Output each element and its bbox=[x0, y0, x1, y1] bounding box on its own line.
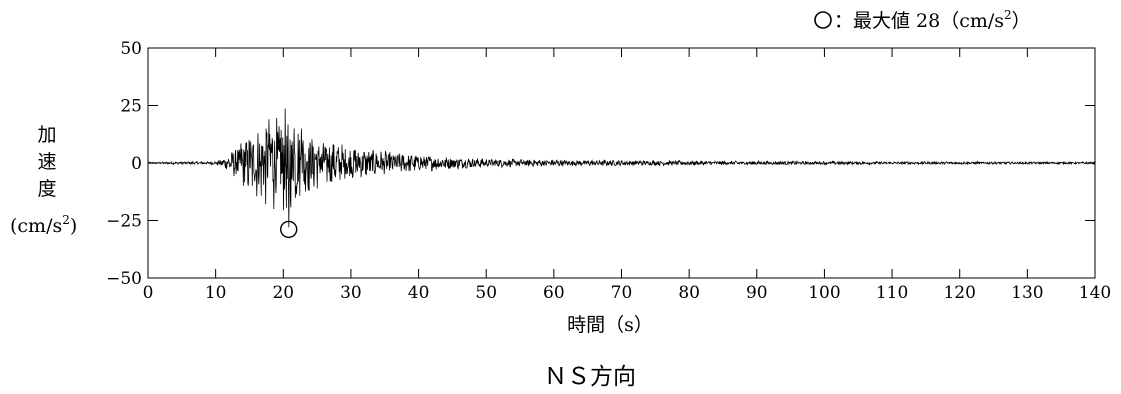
y-axis-unit-exp: 2 bbox=[62, 213, 70, 227]
legend-label: ：最大値 28（cm/s2） bbox=[834, 8, 1031, 32]
x-tick-label: 20 bbox=[272, 283, 294, 303]
x-tick-label: 0 bbox=[143, 283, 154, 303]
y-axis-label-char-2: 速 bbox=[37, 151, 56, 173]
x-tick-label: 90 bbox=[746, 283, 768, 303]
x-tick-label: 50 bbox=[475, 283, 497, 303]
x-tick-labels: 0 10 20 30 40 50 60 70 80 90 100 110 120 130 140 bbox=[143, 283, 1112, 303]
x-tick-label: 70 bbox=[611, 283, 633, 303]
y-tick-label: 25 bbox=[120, 97, 142, 117]
y-tick-label: −50 bbox=[106, 269, 142, 289]
tick-marks bbox=[148, 48, 1095, 278]
x-tick-label: 10 bbox=[205, 283, 227, 303]
x-tick-label: 140 bbox=[1079, 283, 1111, 303]
y-tick-labels: 50 25 0 −25 −50 bbox=[106, 39, 142, 289]
x-axis-label: 時間（s） bbox=[567, 314, 653, 336]
y-tick-label: 50 bbox=[120, 39, 142, 59]
series-layer bbox=[147, 108, 1096, 239]
legend: ：最大値 28（cm/s2） bbox=[814, 8, 1031, 32]
y-axis-unit-prefix: (cm/s bbox=[10, 215, 62, 237]
legend-circle-marker bbox=[814, 11, 832, 29]
legend-suffix: ） bbox=[1012, 10, 1031, 32]
legend-text: ：最大値 28（cm/s bbox=[834, 10, 1004, 32]
x-tick-label: 80 bbox=[678, 283, 700, 303]
y-tick-label: −25 bbox=[106, 212, 142, 232]
y-axis-label-char-3: 度 bbox=[37, 178, 56, 200]
x-tick-label: 130 bbox=[1011, 283, 1043, 303]
x-tick-label: 100 bbox=[808, 283, 840, 303]
series-line bbox=[147, 108, 1096, 228]
y-axis-unit-suffix: ) bbox=[70, 215, 77, 237]
x-tick-label: 60 bbox=[543, 283, 565, 303]
x-tick-label: 110 bbox=[876, 283, 908, 303]
x-tick-label: 30 bbox=[340, 283, 362, 303]
y-axis-unit: (cm/s2) bbox=[10, 213, 77, 237]
x-tick-label: 40 bbox=[408, 283, 430, 303]
chart-title: ＮＳ方向 bbox=[544, 364, 636, 390]
y-axis-label: 加 速 度 (cm/s2) bbox=[10, 124, 77, 237]
y-tick-label: 0 bbox=[131, 154, 142, 174]
x-tick-label: 120 bbox=[943, 283, 975, 303]
max-value-marker bbox=[279, 220, 298, 239]
y-axis-label-char-1: 加 bbox=[37, 124, 56, 146]
legend-exp: 2 bbox=[1004, 8, 1012, 22]
